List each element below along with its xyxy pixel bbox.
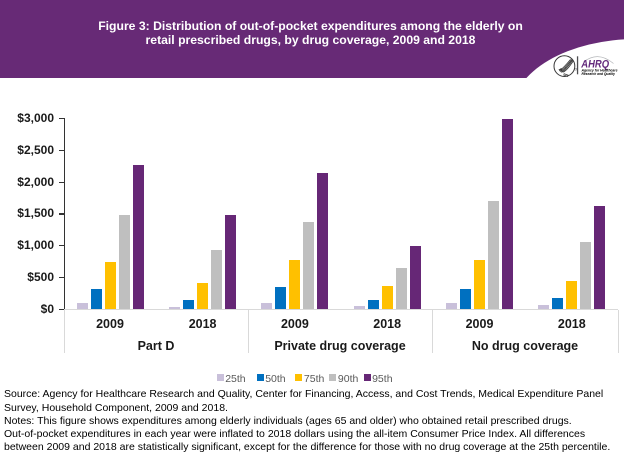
svg-text:Agency for Healthcare: Agency for Healthcare: [581, 68, 618, 72]
svg-text:AHRQ: AHRQ: [580, 59, 609, 71]
svg-text:Research and Quality: Research and Quality: [582, 72, 616, 76]
